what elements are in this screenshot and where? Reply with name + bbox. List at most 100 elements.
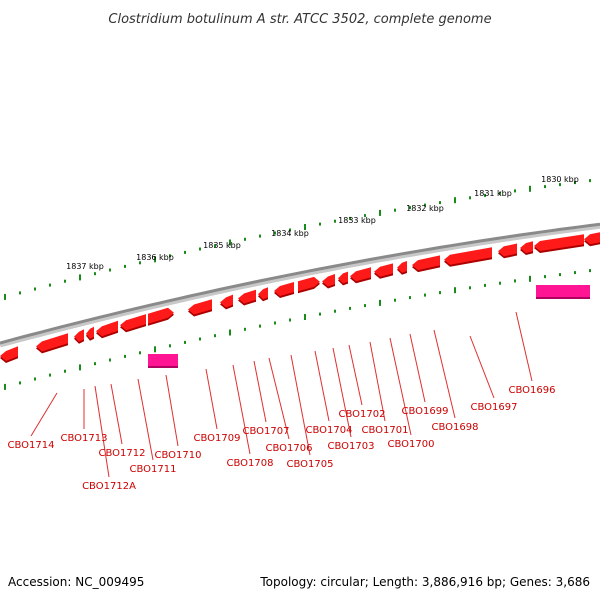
- ruler-label: 1832 kbp: [406, 204, 444, 213]
- ruler-tick: [469, 196, 471, 200]
- leader-line: [165, 374, 179, 447]
- gene-arrow: [444, 247, 492, 265]
- ruler-tick: [259, 234, 261, 238]
- leader-line: [137, 378, 154, 461]
- ruler-tick: [499, 191, 501, 195]
- gene-label: CBO1698: [432, 422, 479, 433]
- ruler-tick: [259, 324, 261, 328]
- ruler-tick: [484, 283, 486, 287]
- leader-line: [389, 337, 412, 436]
- gene-label: CBO1712A: [82, 481, 136, 492]
- ruler-tick: [379, 209, 381, 216]
- gene-arrow: [412, 255, 440, 271]
- backbone-line: [0, 222, 600, 345]
- genome-summary-text: Topology: circular; Length: 3,886,916 bp…: [259, 575, 590, 589]
- leader-line: [409, 333, 426, 403]
- ruler-tick: [49, 373, 51, 377]
- ruler-tick: [19, 381, 21, 385]
- leader-line: [94, 385, 110, 478]
- ruler-tick: [64, 279, 66, 283]
- ruler-tick: [274, 321, 276, 325]
- ruler-tick: [34, 377, 36, 381]
- gene-label: CBO1705: [287, 459, 334, 470]
- ruler-tick: [349, 306, 351, 310]
- ruler-tick: [334, 219, 336, 223]
- ruler-tick: [79, 274, 81, 281]
- ruler-tick: [529, 275, 531, 282]
- ruler-tick: [409, 206, 411, 210]
- leader-line: [290, 354, 311, 456]
- gene-label: CBO1699: [402, 406, 449, 417]
- ruler-tick: [394, 208, 396, 212]
- ruler-tick: [169, 344, 171, 348]
- ruler-tick: [214, 244, 216, 248]
- ruler-tick: [4, 383, 6, 390]
- gene-arrow: [584, 232, 600, 245]
- ruler-tick: [499, 281, 501, 285]
- gene-arrow: [0, 346, 18, 361]
- accession-text: Accession: NC_009495: [8, 575, 144, 589]
- ruler-tick: [94, 272, 96, 276]
- gene-label: CBO1711: [130, 464, 177, 475]
- ruler-tick: [4, 293, 6, 300]
- ruler-tick: [19, 291, 21, 295]
- genome-title: Clostridium botulinum A str. ATCC 3502, …: [108, 12, 491, 27]
- ruler-tick: [409, 296, 411, 300]
- ruler-tick: [229, 329, 231, 336]
- gene-arrow: [520, 241, 533, 253]
- ruler-tick: [289, 228, 291, 232]
- ruler-label: 1837 kbp: [66, 262, 104, 271]
- gene-label: CBO1713: [61, 433, 108, 444]
- ruler-tick: [154, 346, 156, 353]
- ruler-tick: [214, 334, 216, 338]
- leader-line: [110, 383, 123, 445]
- leader-line: [433, 329, 456, 419]
- ruler-tick: [289, 318, 291, 322]
- ruler-tick: [94, 362, 96, 366]
- ruler-tick: [469, 286, 471, 290]
- leader-line: [314, 350, 330, 422]
- gene-label: CBO1697: [471, 402, 518, 413]
- ruler-tick: [559, 183, 561, 187]
- ruler-label: 1830 kbp: [541, 175, 579, 184]
- gene-arrow: [274, 282, 294, 296]
- ruler-tick: [109, 268, 111, 272]
- ruler-tick: [244, 327, 246, 331]
- gene-arrow: [322, 274, 335, 287]
- gene-label: CBO1710: [155, 450, 202, 461]
- ruler-tick: [424, 293, 426, 297]
- ruler-tick: [304, 314, 306, 320]
- gene-arrow: [534, 234, 584, 251]
- ruler-tick: [574, 271, 576, 275]
- ruler-tick: [364, 214, 366, 218]
- gene-label: CBO1702: [339, 409, 386, 420]
- gene-arrow: [120, 314, 146, 331]
- ruler-tick: [229, 239, 231, 246]
- ruler-tick: [364, 304, 366, 308]
- ruler-tick: [439, 291, 441, 295]
- ruler-tick: [199, 337, 201, 341]
- gene-label: CBO1696: [509, 385, 556, 396]
- ruler-tick: [589, 269, 591, 273]
- ruler-tick: [139, 261, 141, 265]
- ruler-upper-ticks: [4, 179, 591, 300]
- ruler-tick: [349, 216, 351, 220]
- ruler-tick: [394, 298, 396, 302]
- gene-arrow: [36, 333, 68, 352]
- gene-label: CBO1709: [194, 433, 241, 444]
- gene-label: CBO1706: [266, 443, 313, 454]
- gene-label: CBO1708: [227, 458, 274, 469]
- ruler-tick: [124, 264, 126, 268]
- ruler-label: 1834 kbp: [271, 229, 309, 238]
- leader-line: [232, 364, 251, 455]
- ruler-tick: [574, 181, 576, 185]
- ruler-tick: [139, 351, 141, 355]
- label-leader-lines: [30, 311, 533, 478]
- ruler-tick: [589, 179, 591, 183]
- gene-arrow: [96, 320, 118, 337]
- ruler-tick: [124, 354, 126, 358]
- ruler-tick: [199, 247, 201, 251]
- ruler-tick: [79, 364, 81, 371]
- gene-arrow: [188, 299, 212, 315]
